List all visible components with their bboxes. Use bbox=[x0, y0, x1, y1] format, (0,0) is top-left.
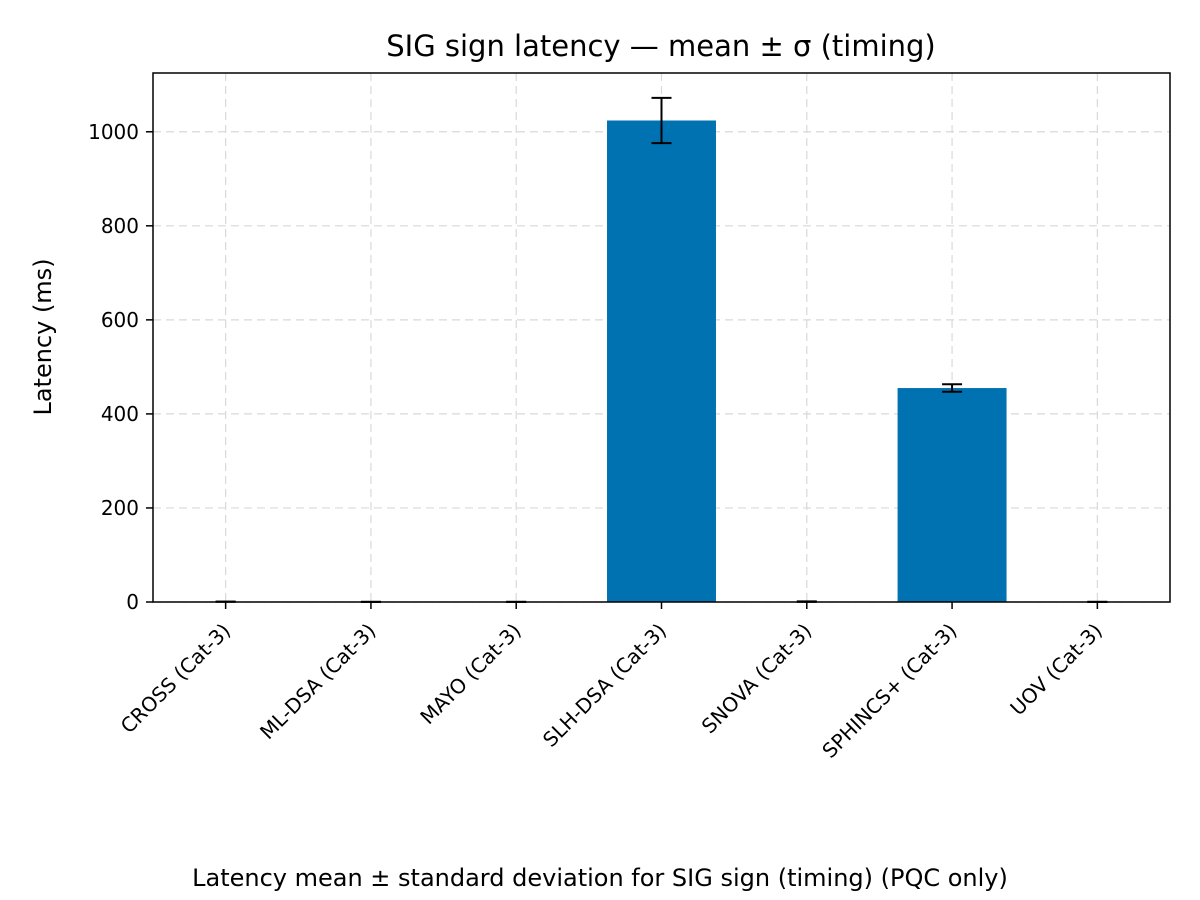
y-tick-label: 200 bbox=[101, 496, 139, 520]
y-axis-label: Latency (ms) bbox=[29, 258, 57, 415]
x-tick-label: SNOVA (Cat-3) bbox=[697, 619, 817, 739]
x-tick-label: MAYO (Cat-3) bbox=[415, 619, 525, 729]
x-axis: CROSS (Cat-3) ML-DSA (Cat-3) MAYO (Cat-3) S… bbox=[116, 602, 1107, 763]
x-tick-label: UOV (Cat-3) bbox=[1005, 619, 1107, 721]
x-tick-label: CROSS (Cat-3) bbox=[116, 619, 235, 738]
figure-caption: Latency mean ± standard deviation for SI… bbox=[192, 864, 1008, 892]
bar-sphincs-cat-3 bbox=[897, 388, 1007, 602]
x-tick-label: SPHINCS+ (Cat-3) bbox=[817, 619, 961, 763]
y-tick-label: 800 bbox=[101, 214, 139, 238]
x-tick-label: SLH-DSA (Cat-3) bbox=[538, 619, 671, 752]
y-axis: 0 200 400 600 800 1000 bbox=[88, 120, 153, 614]
bar-slh-dsa-cat-3 bbox=[607, 120, 716, 603]
y-tick-label: 600 bbox=[101, 308, 139, 332]
y-tick-label: 400 bbox=[101, 402, 139, 426]
bars bbox=[171, 120, 1152, 603]
chart-title: SIG sign latency — mean ± σ (timing) bbox=[386, 29, 936, 63]
y-tick-label: 0 bbox=[126, 590, 139, 614]
y-tick-label: 1000 bbox=[88, 120, 139, 144]
x-tick-label: ML-DSA (Cat-3) bbox=[255, 619, 380, 744]
